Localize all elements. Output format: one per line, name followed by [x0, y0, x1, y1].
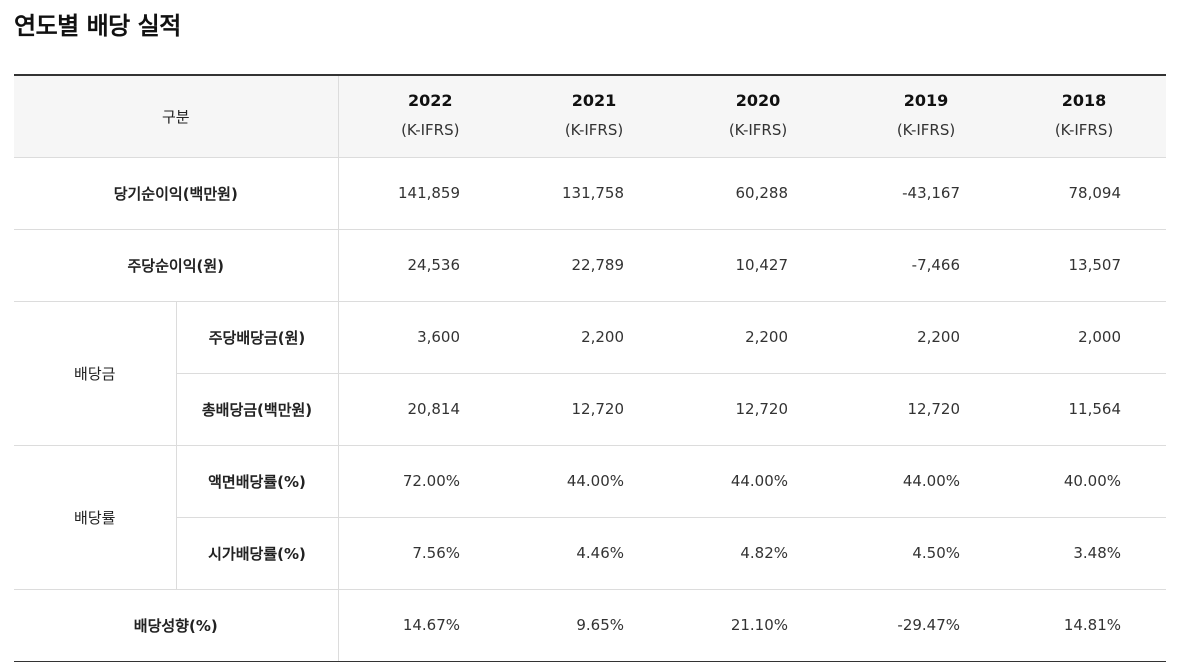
- table-cell: 2,000: [1002, 301, 1167, 374]
- table-cell: 11,564: [1002, 373, 1167, 446]
- row-label: 당기순이익(백만원): [14, 157, 339, 230]
- row-label: 시가배당률(%): [176, 517, 339, 590]
- table-cell: 3.48%: [1002, 517, 1167, 590]
- table-cell: 72.00%: [338, 445, 503, 518]
- page-title: 연도별 배당 실적: [14, 12, 181, 40]
- header-year-2020: 2020 (K-IFRS): [666, 74, 831, 158]
- header-year: 2019: [903, 91, 949, 111]
- row-group-label: 배당금: [14, 301, 177, 446]
- table-cell: 2,200: [666, 301, 831, 374]
- row-label: 주당순이익(원): [14, 229, 339, 302]
- table-cell: 12,720: [830, 373, 1003, 446]
- table-row-payout: 배당성향(%) 14.67% 9.65% 21.10% -29.47% 14.8…: [14, 589, 1167, 662]
- header-year: 2018: [1061, 91, 1107, 111]
- table-cell: 4.82%: [666, 517, 831, 590]
- row-label: 액면배당률(%): [176, 445, 339, 518]
- row-group-label: 배당률: [14, 445, 177, 590]
- table-row-face-yield: 배당률 액면배당률(%) 72.00% 44.00% 44.00% 44.00%…: [14, 445, 1167, 590]
- table-cell: 14.81%: [1002, 589, 1167, 662]
- table-cell: 60,288: [666, 157, 831, 230]
- table-cell: 4.50%: [830, 517, 1003, 590]
- row-label: 주당배당금(원): [176, 301, 339, 374]
- header-year-2021: 2021 (K-IFRS): [502, 74, 667, 158]
- table-cell: 14.67%: [338, 589, 503, 662]
- header-year-2018: 2018 (K-IFRS): [1002, 74, 1167, 158]
- table-row-net-income: 당기순이익(백만원) 141,859 131,758 60,288 -43,16…: [14, 157, 1167, 230]
- header-year-2019: 2019 (K-IFRS): [830, 74, 1003, 158]
- table-header-row: 구분 2022 (K-IFRS) 2021 (K-IFRS) 2020 (K-I…: [14, 74, 1167, 158]
- table-cell: 22,789: [502, 229, 667, 302]
- row-label: 배당성향(%): [14, 589, 339, 662]
- row-label: 총배당금(백만원): [176, 373, 339, 446]
- table-row-dps: 배당금 주당배당금(원) 3,600 2,200 2,200 2,200 2,0…: [14, 301, 1167, 446]
- table-cell: 12,720: [666, 373, 831, 446]
- table-cell: 4.46%: [502, 517, 667, 590]
- table-cell: 20,814: [338, 373, 503, 446]
- header-standard: (K-IFRS): [564, 121, 624, 140]
- header-category: 구분: [14, 74, 339, 158]
- table-cell: 9.65%: [502, 589, 667, 662]
- table-row-eps: 주당순이익(원) 24,536 22,789 10,427 -7,466 13,…: [14, 229, 1167, 302]
- header-year: 2022: [408, 91, 453, 111]
- table-cell: 44.00%: [666, 445, 831, 518]
- table-cell: 13,507: [1002, 229, 1167, 302]
- table-cell: -43,167: [830, 157, 1003, 230]
- table-cell: -7,466: [830, 229, 1003, 302]
- table-cell: 12,720: [502, 373, 667, 446]
- table-cell: 40.00%: [1002, 445, 1167, 518]
- table-cell: 2,200: [830, 301, 1003, 374]
- table-cell: 78,094: [1002, 157, 1167, 230]
- header-standard: (K-IFRS): [896, 121, 956, 140]
- table-cell: -29.47%: [830, 589, 1003, 662]
- table-cell: 44.00%: [830, 445, 1003, 518]
- table-cell: 24,536: [338, 229, 503, 302]
- header-year: 2021: [571, 91, 617, 111]
- table-cell: 21.10%: [666, 589, 831, 662]
- table-cell: 131,758: [502, 157, 667, 230]
- dividend-table: 구분 2022 (K-IFRS) 2021 (K-IFRS) 2020 (K-I…: [14, 74, 1167, 662]
- table-cell: 141,859: [338, 157, 503, 230]
- header-standard: (K-IFRS): [1054, 121, 1114, 140]
- header-year-2022: 2022 (K-IFRS): [338, 74, 503, 158]
- header-year: 2020: [735, 91, 781, 111]
- header-standard: (K-IFRS): [728, 121, 788, 140]
- table-row-total-dividend: 총배당금(백만원) 20,814 12,720 12,720 12,720 11…: [14, 373, 1167, 446]
- table-cell: 10,427: [666, 229, 831, 302]
- table-cell: 2,200: [502, 301, 667, 374]
- table-cell: 44.00%: [502, 445, 667, 518]
- table-cell: 3,600: [338, 301, 503, 374]
- table-cell: 7.56%: [338, 517, 503, 590]
- header-standard: (K-IFRS): [401, 121, 460, 140]
- table-row-market-yield: 시가배당률(%) 7.56% 4.46% 4.82% 4.50% 3.48%: [14, 517, 1167, 590]
